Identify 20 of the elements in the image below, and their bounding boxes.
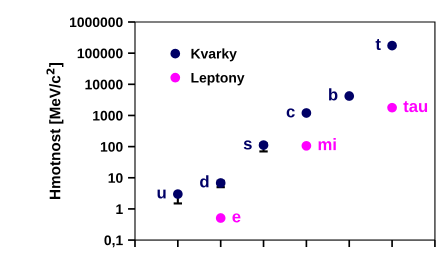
data-label: s: [244, 140, 252, 150]
y-tick-label: 100000: [78, 48, 123, 58]
data-label: mi: [318, 138, 336, 150]
data-label: u: [158, 190, 166, 199]
data-label: tau: [403, 101, 428, 112]
legend-label: Leptony: [191, 72, 244, 86]
data-label: b: [329, 88, 338, 101]
y-axis-title: Hmotnost [MeV/c$^{2}$]: [46, 63, 64, 199]
y-tick-label: 1: [116, 204, 123, 214]
data-label: t: [376, 39, 381, 50]
y-tick-label: 10000: [85, 80, 123, 90]
y-tick-label: 10: [108, 173, 123, 183]
y-tick-label: 1000: [93, 110, 123, 121]
data-label: d: [200, 175, 208, 188]
y-tick-label: 100: [100, 142, 123, 152]
data-label: c: [286, 108, 295, 118]
data-label: e: [232, 213, 240, 222]
y-tick-label: 1000000: [70, 17, 123, 28]
legend-label: Kvarky: [191, 48, 237, 62]
y-tick-label: 0,1: [104, 235, 123, 248]
